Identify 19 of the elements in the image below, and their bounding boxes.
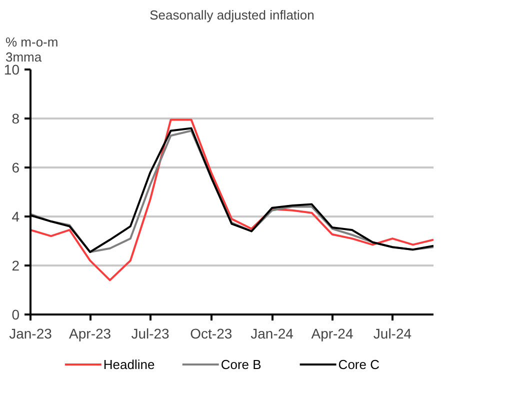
x-tick-label: Jul-24 [373,326,412,342]
x-tick-label: Apr-24 [311,326,354,342]
line-series [30,118,434,282]
y-tick-label: 0 [12,306,20,322]
y-tick-label: 2 [12,258,20,274]
y-axis-title: % m-o-m 3mma [6,34,58,64]
x-tick-label: Jul-23 [131,326,170,342]
y-tick-label: 6 [12,160,20,176]
x-tick-label: Oct-23 [190,326,232,342]
chart-title: Seasonally adjusted inflation [150,8,314,22]
x-tick-label: Jan-23 [9,326,52,342]
legend-label: Headline [103,357,155,372]
x-tick-label: Apr-23 [69,326,112,342]
legend-label: Core C [338,357,380,372]
legend-label: Core B [220,357,262,372]
y-tick-label: 8 [12,110,20,126]
y-tick-label: 4 [12,208,20,224]
x-tick-label: Jan-24 [250,326,294,342]
y-tick-label: 10 [4,62,20,78]
